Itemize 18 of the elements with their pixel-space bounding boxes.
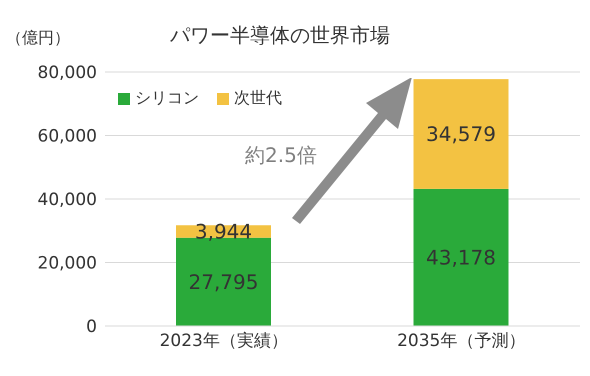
annotation: 約2.5倍 [245,142,317,169]
data-label: 27,795 [188,270,258,294]
chart-title: パワー半導体の世界市場 [170,22,390,49]
y-tick-label: 20,000 [38,254,97,274]
x-tick-label: 2035年（予測） [397,331,526,352]
y-tick-label: 40,000 [38,190,97,210]
y-axis-title: （億円） [6,28,70,49]
y-tick-label: 0 [86,317,97,338]
bar [414,79,508,189]
legend-label: 次世代 [234,88,282,109]
x-tick-label: 2023年（実績） [160,331,288,352]
data-label: 34,579 [426,122,496,146]
y-tick-label: 60,000 [38,126,97,147]
data-label: 3,944 [194,219,252,244]
data-label: 43,178 [426,245,496,270]
bar [414,188,508,326]
legend-label: シリコン [135,88,199,109]
y-tick-label: 80,000 [38,63,97,84]
